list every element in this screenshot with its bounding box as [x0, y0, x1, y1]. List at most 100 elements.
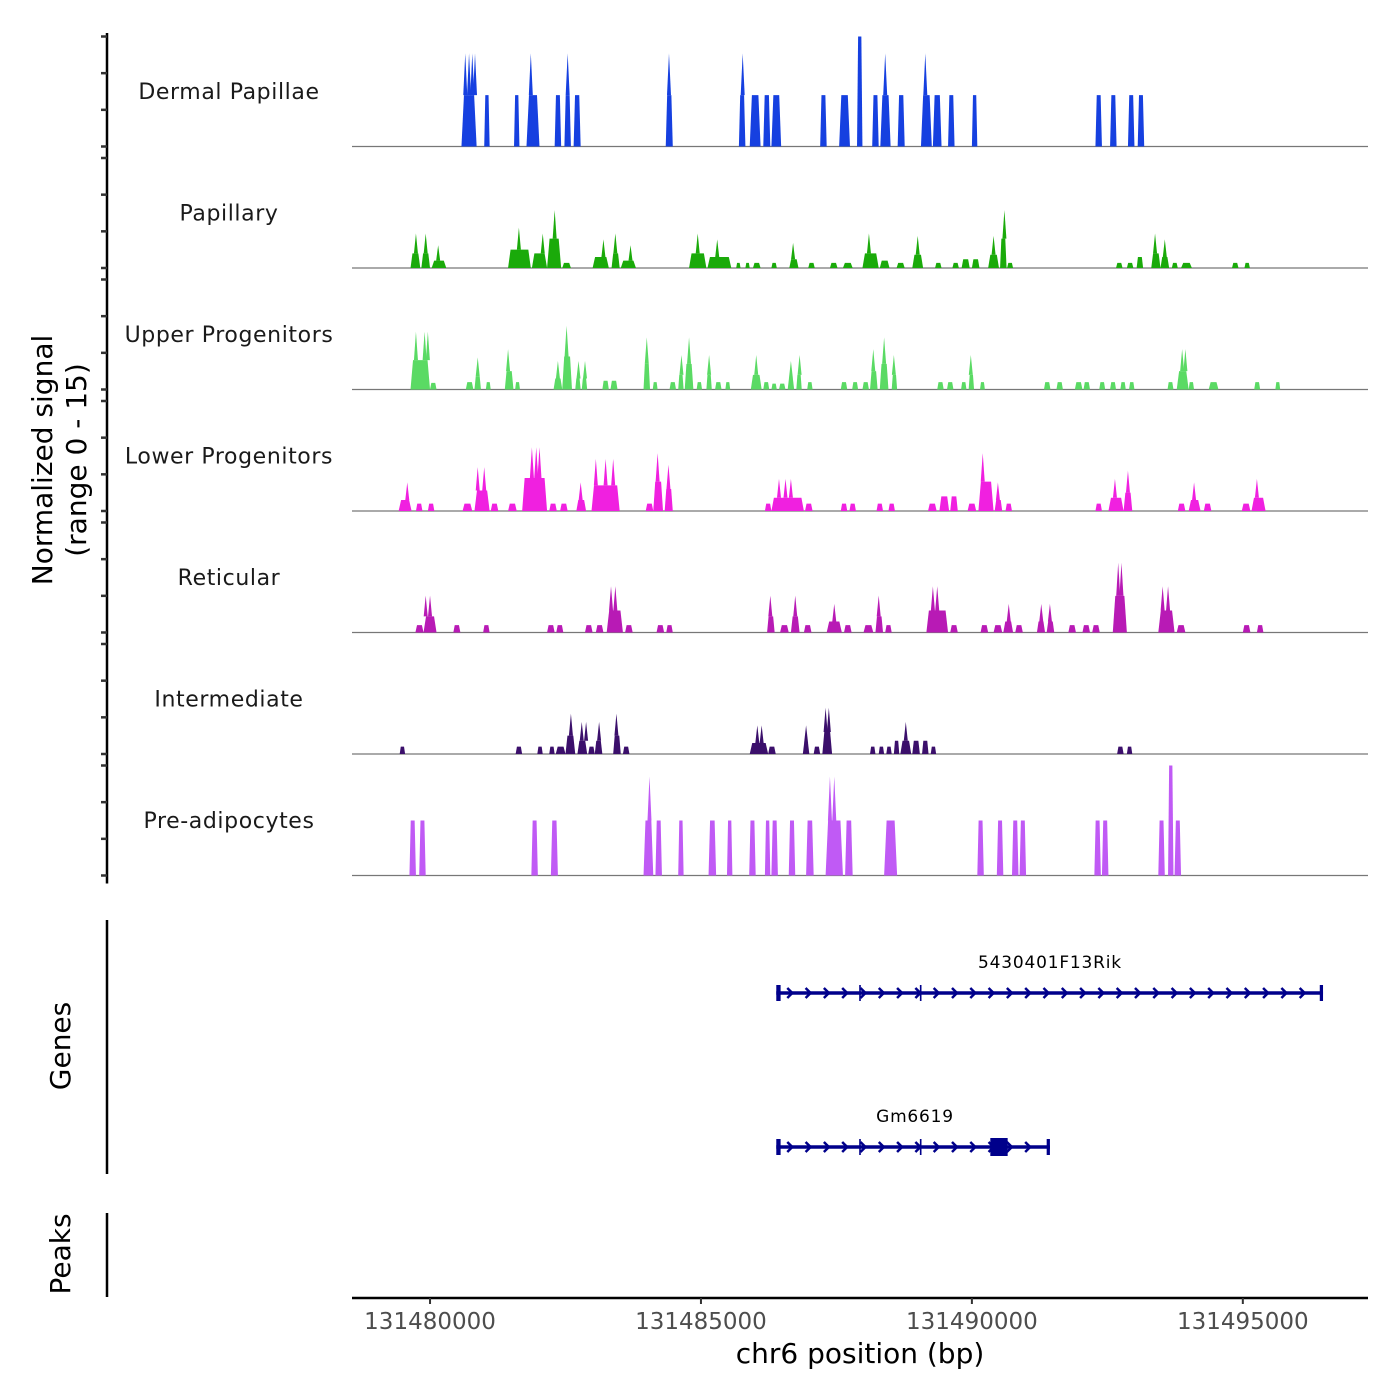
signal-spike — [1160, 586, 1165, 611]
signal-peak — [813, 746, 821, 754]
signal-spike — [1254, 478, 1259, 498]
strand-arrow-icon — [987, 987, 996, 999]
signal-peak — [1251, 497, 1266, 511]
signal-peak — [1068, 625, 1076, 633]
gene-5430401f13rik: 5430401F13Rik — [776, 953, 1324, 1001]
signal-spike — [576, 360, 581, 379]
signal-peak — [935, 262, 942, 268]
signal-peak — [461, 95, 477, 147]
signal-peak — [550, 820, 558, 876]
signal-peak — [787, 378, 795, 390]
signal-peak — [419, 820, 426, 876]
y-axis-title: Normalized signal (range 0 - 15) — [26, 335, 93, 586]
signal-peak — [857, 36, 863, 147]
strand-arrow-icon — [969, 1141, 978, 1153]
signal-spike — [827, 776, 832, 821]
signal-peak — [415, 625, 424, 633]
signal-spike — [467, 53, 472, 96]
gene-exon — [859, 985, 861, 1001]
signal-spike — [788, 360, 793, 379]
gene-name-label: Gm6619 — [876, 1107, 954, 1127]
signal-spike — [593, 458, 598, 486]
signal-peak — [971, 259, 980, 268]
signal-spike — [1119, 562, 1124, 596]
signal-peak — [922, 740, 929, 754]
signal-peak — [803, 625, 812, 633]
strand-arrow-icon — [1005, 987, 1014, 999]
signal-spike — [516, 227, 521, 250]
signal-spike — [482, 467, 487, 491]
peaks-track: Peaks — [44, 1213, 109, 1297]
signal-peak — [937, 382, 944, 390]
track-label: Pre-adipocytes — [143, 809, 314, 834]
signal-peak — [1083, 382, 1091, 390]
signal-peak — [1095, 95, 1102, 147]
signal-peak — [738, 95, 746, 147]
signal-peak — [706, 374, 712, 390]
signal-peak — [1101, 820, 1109, 876]
genes-track: Genes 5430401F13Rik Gm6619 — [44, 920, 1324, 1174]
signal-peak — [715, 382, 722, 390]
gene-models: 5430401F13Rik Gm6619 — [776, 953, 1324, 1156]
signal-peak — [415, 503, 423, 511]
signal-peak — [1167, 382, 1174, 390]
signal-peak — [1092, 625, 1100, 633]
signal-peak — [1000, 238, 1007, 268]
signal-peak — [625, 625, 633, 633]
signal-spike — [413, 331, 418, 361]
signal-peak — [514, 95, 520, 147]
signal-peak — [952, 262, 959, 268]
signal-spike — [1002, 210, 1007, 239]
signal-peak — [1254, 382, 1261, 390]
signal-peak — [993, 625, 1003, 633]
track-lower-progenitors: Lower Progenitors — [125, 445, 1368, 512]
track-label: Dermal Papillae — [138, 80, 319, 105]
signal-spike — [552, 210, 557, 239]
track-label: Papillary — [179, 202, 278, 227]
signal-spike — [1112, 478, 1117, 498]
signal-peak — [708, 820, 717, 876]
signal-spike — [666, 464, 671, 489]
signal-spike — [832, 776, 837, 821]
signal-peak — [879, 260, 890, 268]
y-axis-title-line-1: Normalized signal — [26, 335, 59, 586]
signal-spike — [647, 776, 652, 821]
strand-arrow-icon — [1097, 987, 1106, 999]
signal-peak — [826, 621, 842, 633]
gene-exon — [919, 1139, 922, 1155]
signal-spike — [579, 721, 584, 741]
signal-peak — [560, 503, 568, 511]
signal-peak — [808, 262, 815, 268]
signal-peak — [939, 496, 950, 511]
signal-peak — [1056, 382, 1063, 390]
signal-peak — [522, 478, 548, 511]
strand-arrow-icon — [804, 987, 813, 999]
gene-exon — [990, 1138, 1008, 1156]
signal-peak — [1005, 503, 1012, 511]
x-tick-label: 131495000 — [1177, 1309, 1309, 1335]
signal-peak — [421, 253, 431, 268]
signal-peak — [829, 262, 838, 268]
strand-arrow-icon — [822, 987, 831, 999]
signal-spike — [755, 725, 760, 743]
signal-spike — [768, 595, 773, 617]
signal-peak — [862, 382, 869, 390]
x-axis-title: chr6 position (bp) — [736, 1337, 985, 1370]
signal-peak — [678, 374, 684, 390]
signal-peak — [537, 746, 543, 754]
signal-peak — [950, 625, 958, 633]
signal-spike — [611, 458, 616, 486]
signal-peak — [1177, 503, 1186, 511]
track-label: Lower Progenitors — [125, 445, 333, 470]
signal-peak — [645, 503, 654, 511]
signal-peak — [844, 625, 852, 633]
signal-spike — [793, 595, 798, 617]
signal-spike — [891, 355, 896, 375]
signal-spike — [463, 53, 468, 96]
signal-peak — [508, 249, 531, 268]
signal-peak — [888, 503, 895, 511]
track-intermediate: Intermediate — [154, 688, 1368, 755]
gene-exon — [1046, 1139, 1050, 1155]
signal-peak — [725, 382, 731, 390]
